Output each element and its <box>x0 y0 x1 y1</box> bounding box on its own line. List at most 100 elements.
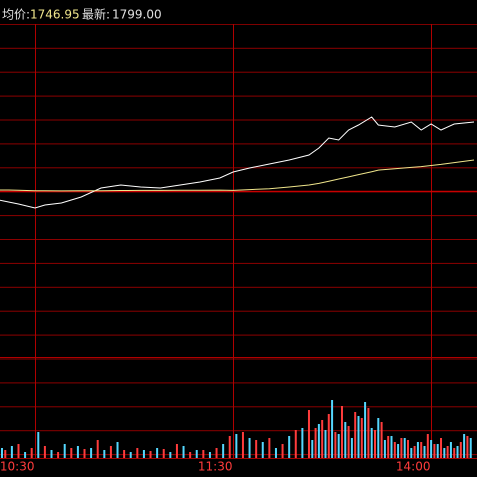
volume-bar <box>189 452 192 458</box>
volume-bar <box>83 449 86 458</box>
volume-bar <box>17 444 20 458</box>
volume-bar <box>360 418 363 458</box>
volume-bar <box>347 426 350 458</box>
last-value: 1799.00 <box>112 8 162 22</box>
volume-bar <box>436 444 439 458</box>
volume-bar <box>387 436 390 458</box>
volume-bar <box>274 448 277 458</box>
volume-bar <box>430 440 433 458</box>
last-label: 最新: <box>82 7 110 22</box>
volume-bar <box>327 414 330 458</box>
volume-bar <box>261 442 264 458</box>
volume-bar <box>0 448 3 458</box>
volume-bar <box>255 440 258 458</box>
volume-bar <box>90 448 93 458</box>
volume-bar <box>116 442 119 458</box>
volume-bar <box>76 446 79 458</box>
volume-bar <box>383 440 386 458</box>
volume-bar <box>354 412 357 458</box>
volume-bar <box>288 436 291 458</box>
volume-bar <box>307 410 310 458</box>
volume-bar <box>215 448 218 458</box>
volume-bar <box>314 428 317 458</box>
volume-bar <box>407 440 410 458</box>
volume-bar <box>311 440 314 458</box>
volume-bar <box>469 438 472 458</box>
avg-label: 均价: <box>2 8 30 22</box>
volume-bar <box>449 442 452 458</box>
volume-bar <box>222 444 225 458</box>
volume-bar <box>400 438 403 458</box>
volume-bar <box>30 448 33 458</box>
volume-bar <box>393 442 396 458</box>
volume-bar <box>136 448 139 458</box>
volume-bar <box>364 402 367 458</box>
x-tick-label: 10:30 <box>0 460 35 474</box>
volume-bar <box>109 446 112 458</box>
volume-bar <box>4 450 7 458</box>
volume-bar <box>370 428 373 458</box>
volume-bar <box>420 442 423 458</box>
volume-bar <box>380 422 383 458</box>
x-tick-label: 11:30 <box>198 460 233 474</box>
volume-bar <box>235 434 238 458</box>
volume-bar <box>317 424 320 458</box>
volume-bar <box>453 448 456 458</box>
volume-bar <box>466 436 469 458</box>
volume-bar <box>413 446 416 458</box>
volume-bar <box>248 438 251 458</box>
volume-bar <box>410 448 413 458</box>
volume-bar <box>123 450 126 458</box>
volume-bar <box>433 444 436 458</box>
volume-bar <box>459 442 462 458</box>
volume-bar <box>301 428 304 458</box>
volume-bar <box>70 448 73 458</box>
volume-bar <box>426 434 429 458</box>
volume-bar <box>169 452 172 458</box>
volume-bar <box>57 452 60 458</box>
volume-bar <box>129 452 132 458</box>
volume-bar <box>416 442 419 458</box>
volume-bar <box>156 448 159 458</box>
volume-bar <box>294 430 297 458</box>
volume-bar <box>456 446 459 458</box>
volume-bar <box>403 438 406 458</box>
volume-bar <box>340 406 343 458</box>
volume-bar <box>208 452 211 458</box>
volume-bar <box>334 432 337 458</box>
price-line <box>0 116 475 209</box>
volume-bar <box>324 430 327 458</box>
volume-bar <box>50 450 53 458</box>
x-tick-label: 14:00 <box>396 460 431 474</box>
volume-bar <box>96 440 99 458</box>
volume-bar <box>463 434 466 458</box>
volume-bar <box>175 444 178 458</box>
price-line <box>0 159 475 192</box>
volume-bar <box>357 416 360 458</box>
volume-bar <box>377 418 380 458</box>
volume-bar <box>367 408 370 458</box>
volume-bar <box>373 430 376 458</box>
volume-bar <box>344 422 347 458</box>
volume-bar <box>241 432 244 458</box>
volume-bar <box>281 444 284 458</box>
volume-bar <box>228 436 231 458</box>
volume-bar <box>37 432 40 458</box>
volume-bar <box>149 451 152 458</box>
volume-bar <box>321 420 324 458</box>
volume-bar <box>43 446 46 458</box>
volume-bar <box>423 446 426 458</box>
avg-value: 1746.95 <box>30 8 80 22</box>
volume-bar <box>195 450 198 458</box>
volume-bar <box>142 450 145 458</box>
volume-bar <box>350 438 353 458</box>
volume-bar <box>443 448 446 458</box>
volume-bar <box>202 450 205 458</box>
volume-bar <box>397 444 400 458</box>
volume-bar <box>182 446 185 458</box>
volume-bar <box>268 438 271 458</box>
volume-bar <box>446 446 449 458</box>
volume-bar <box>24 452 27 458</box>
